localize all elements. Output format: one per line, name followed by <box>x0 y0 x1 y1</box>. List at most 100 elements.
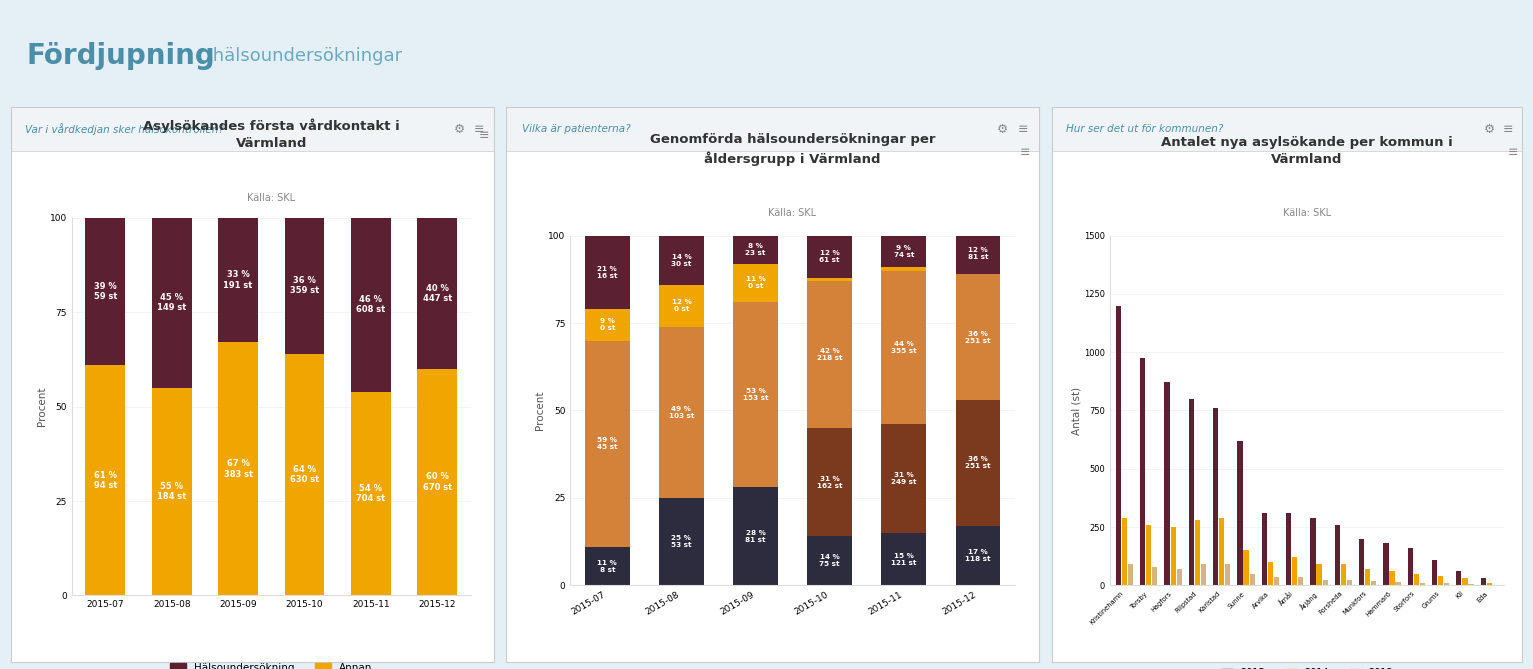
Text: 12 %
81 st: 12 % 81 st <box>967 247 989 260</box>
Text: 12 %
61 st: 12 % 61 st <box>819 250 840 263</box>
Bar <box>1200 565 1206 585</box>
Bar <box>659 284 704 326</box>
Bar <box>659 498 704 585</box>
Text: 61 %
94 st: 61 % 94 st <box>94 470 117 490</box>
Text: 42 %
218 st: 42 % 218 st <box>817 348 842 361</box>
Text: ≡: ≡ <box>1508 146 1518 159</box>
Bar <box>955 400 1000 526</box>
Text: 49 %
103 st: 49 % 103 st <box>668 405 694 419</box>
Text: Vilka är patienterna?: Vilka är patienterna? <box>521 124 630 134</box>
Text: ⚙: ⚙ <box>1484 122 1495 136</box>
Text: ≡: ≡ <box>474 122 484 136</box>
Bar <box>659 235 704 284</box>
Bar <box>586 309 630 341</box>
Text: ⚙: ⚙ <box>454 122 466 136</box>
Bar <box>1188 399 1194 585</box>
Bar <box>1262 513 1266 585</box>
Bar <box>1219 518 1225 585</box>
Text: Genomförda hälsoundersökningar per
åldersgrupp i Värmland: Genomförda hälsoundersökningar per ålder… <box>650 133 935 166</box>
Bar <box>417 218 457 369</box>
Text: 31 %
249 st: 31 % 249 st <box>891 472 917 485</box>
Bar <box>1335 524 1340 585</box>
Bar <box>285 354 325 595</box>
Text: 36 %
251 st: 36 % 251 st <box>966 330 990 343</box>
Bar <box>1462 579 1467 585</box>
Bar <box>808 537 852 585</box>
Bar <box>1469 583 1473 585</box>
Text: 14 %
30 st: 14 % 30 st <box>671 254 691 266</box>
Bar <box>1407 548 1413 585</box>
Text: 12 %
0 st: 12 % 0 st <box>671 299 691 312</box>
Text: Källa: SKL: Källa: SKL <box>1283 208 1331 218</box>
Bar <box>152 218 192 388</box>
Text: Asylsökandes första vårdkontakt i
Värmland: Asylsökandes första vårdkontakt i Värmla… <box>143 118 400 150</box>
Bar <box>218 343 258 595</box>
Bar <box>1128 565 1133 585</box>
Bar <box>586 235 630 309</box>
Bar <box>955 274 1000 400</box>
Bar <box>1171 527 1176 585</box>
Bar <box>733 488 777 585</box>
Bar <box>1432 560 1436 585</box>
Text: 45 %
149 st: 45 % 149 st <box>156 293 187 312</box>
Text: 25 %
53 st: 25 % 53 st <box>671 535 691 548</box>
Bar <box>1286 513 1291 585</box>
Bar <box>1487 583 1492 585</box>
Bar <box>417 369 457 595</box>
Bar <box>881 267 926 270</box>
Text: 33 %
191 st: 33 % 191 st <box>224 270 253 290</box>
Bar <box>1323 579 1328 585</box>
Bar <box>733 302 777 488</box>
Text: ≡: ≡ <box>1019 146 1030 159</box>
Bar <box>1364 569 1371 585</box>
Bar <box>1438 576 1443 585</box>
Bar <box>86 218 126 365</box>
Text: 64 %
630 st: 64 % 630 st <box>290 465 319 484</box>
Text: 67 %
383 st: 67 % 383 st <box>224 459 253 478</box>
Bar <box>285 218 325 354</box>
Bar <box>586 341 630 547</box>
Text: 15 %
121 st: 15 % 121 st <box>891 553 917 565</box>
Bar <box>659 326 704 498</box>
Bar <box>733 235 777 264</box>
Bar <box>1395 582 1401 585</box>
Bar <box>1317 565 1321 585</box>
Bar <box>1413 574 1420 585</box>
Bar <box>1383 543 1389 585</box>
Text: Var i vårdkedjan sker hälsokontrollen?: Var i vårdkedjan sker hälsokontrollen? <box>25 123 224 135</box>
Text: 14 %
75 st: 14 % 75 st <box>819 555 840 567</box>
Bar <box>808 278 852 281</box>
Bar <box>1456 571 1461 585</box>
Bar <box>1177 569 1182 585</box>
Bar <box>586 547 630 585</box>
Bar <box>1141 358 1145 585</box>
Bar <box>1360 539 1364 585</box>
Text: 53 %
153 st: 53 % 153 st <box>744 388 768 401</box>
Bar <box>1268 562 1272 585</box>
Bar <box>1292 557 1297 585</box>
Text: 28 %
81 st: 28 % 81 st <box>745 530 766 543</box>
Bar <box>1348 579 1352 585</box>
Bar <box>1153 567 1157 585</box>
Text: 21 %
16 st: 21 % 16 st <box>596 266 618 279</box>
Text: ≡: ≡ <box>1502 122 1513 136</box>
Bar <box>11 107 494 151</box>
Text: 39 %
59 st: 39 % 59 st <box>94 282 117 301</box>
Bar <box>1116 306 1121 585</box>
Bar <box>1371 581 1377 585</box>
Bar <box>1481 579 1485 585</box>
Text: 60 %
670 st: 60 % 670 st <box>423 472 452 492</box>
Legend: Hälsoundersökning, Annan: Hälsoundersökning, Annan <box>170 663 373 669</box>
Bar <box>1389 571 1395 585</box>
Text: 8 %
23 st: 8 % 23 st <box>745 243 765 256</box>
Text: 9 %
0 st: 9 % 0 st <box>599 318 615 331</box>
Text: ⚙: ⚙ <box>996 122 1007 136</box>
Bar <box>881 270 926 424</box>
Text: 11 %
8 st: 11 % 8 st <box>598 560 618 573</box>
Bar <box>808 281 852 428</box>
Text: 36 %
359 st: 36 % 359 st <box>290 276 319 296</box>
Text: Källa: SKL: Källa: SKL <box>768 208 817 218</box>
Bar <box>351 218 391 391</box>
Y-axis label: Procent: Procent <box>535 391 546 430</box>
Text: Hur ser det ut för kommunen?: Hur ser det ut för kommunen? <box>1065 124 1223 134</box>
